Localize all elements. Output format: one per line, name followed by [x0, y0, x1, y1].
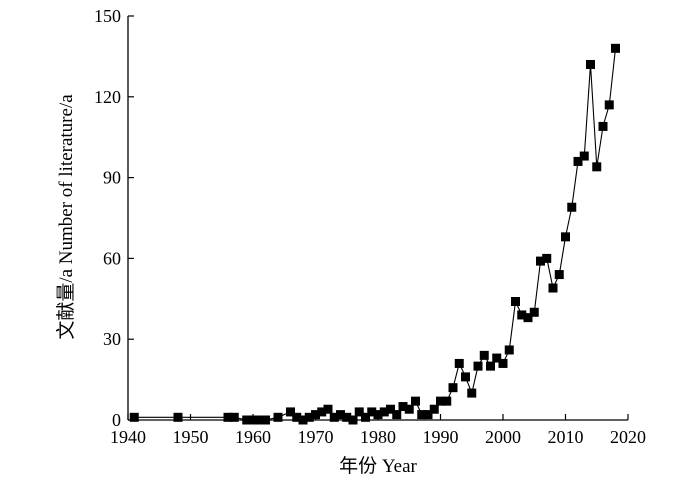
data-point: [229, 412, 239, 422]
x-tick-label: 2000: [485, 427, 521, 447]
data-point: [504, 345, 514, 355]
data-point: [379, 407, 389, 417]
x-tick-label: 1940: [110, 427, 146, 447]
data-point: [498, 358, 508, 368]
data-point: [404, 404, 414, 414]
data-point: [573, 156, 583, 166]
series-line: [134, 48, 617, 421]
data-point: [604, 100, 614, 110]
x-tick-label: 1960: [235, 427, 271, 447]
data-point: [398, 402, 408, 412]
data-point: [454, 358, 464, 368]
data-point: [298, 415, 308, 425]
data-point: [292, 412, 302, 422]
y-tick-label: 150: [94, 6, 121, 26]
plot-area: [129, 43, 620, 425]
data-point: [361, 412, 370, 422]
data-point: [129, 412, 139, 422]
data-point: [523, 313, 533, 323]
data-point: [486, 361, 495, 371]
data-point: [417, 410, 427, 420]
data-point: [242, 415, 252, 425]
data-point: [511, 296, 520, 306]
data-point: [254, 415, 264, 425]
data-point: [273, 412, 283, 422]
data-point: [473, 361, 483, 371]
data-point: [317, 407, 327, 417]
data-point: [392, 410, 402, 420]
y-axis-label: 文献量/a Number of literature/a: [55, 94, 77, 340]
data-point: [348, 415, 358, 425]
data-point: [423, 410, 433, 420]
data-point: [286, 407, 295, 417]
y-tick-label: 0: [112, 410, 121, 430]
data-point: [342, 412, 352, 422]
x-tick-label: 1970: [298, 427, 334, 447]
data-point: [373, 410, 383, 420]
data-point: [323, 404, 333, 414]
data-point: [436, 396, 445, 406]
data-point: [479, 350, 489, 360]
data-point: [461, 372, 470, 382]
data-point: [536, 256, 545, 266]
data-point: [304, 412, 314, 422]
data-point: [554, 270, 564, 280]
data-point: [492, 353, 502, 363]
data-point: [542, 253, 552, 263]
x-tick-label: 1990: [423, 427, 459, 447]
y-tick-label: 60: [103, 248, 121, 268]
y-tick-label: 120: [94, 87, 121, 107]
x-tick-label: 1950: [173, 427, 209, 447]
data-point: [367, 407, 377, 417]
x-tick-label: 2010: [548, 427, 584, 447]
data-point: [611, 43, 620, 53]
data-point: [467, 388, 477, 398]
data-point: [261, 415, 270, 425]
x-axis-label: 年份 Year: [339, 455, 417, 477]
data-point: [411, 396, 420, 406]
data-point: [517, 310, 527, 320]
data-point: [586, 59, 595, 69]
data-point: [442, 396, 452, 406]
data-point: [173, 412, 183, 422]
data-point: [429, 404, 439, 414]
data-point: [336, 410, 345, 420]
data-point: [354, 407, 364, 417]
data-point: [567, 202, 577, 212]
data-point: [386, 404, 395, 414]
x-tick-label: 1980: [360, 427, 396, 447]
axes: 1940 1950 1960 1970 1980 1990 2000 2010 2020 0 30 6…: [94, 6, 646, 447]
data-point: [592, 162, 602, 172]
y-tick-label: 90: [103, 168, 121, 188]
data-point: [561, 232, 570, 242]
data-point: [548, 283, 558, 293]
data-point: [529, 307, 539, 317]
data-point: [448, 383, 458, 393]
data-point: [223, 412, 233, 422]
data-point: [311, 410, 320, 420]
data-point: [598, 121, 608, 131]
data-point: [579, 151, 589, 161]
y-tick-label: 30: [103, 329, 121, 349]
x-tick-label: 2020: [610, 427, 646, 447]
data-point: [248, 415, 258, 425]
data-point: [329, 412, 339, 422]
